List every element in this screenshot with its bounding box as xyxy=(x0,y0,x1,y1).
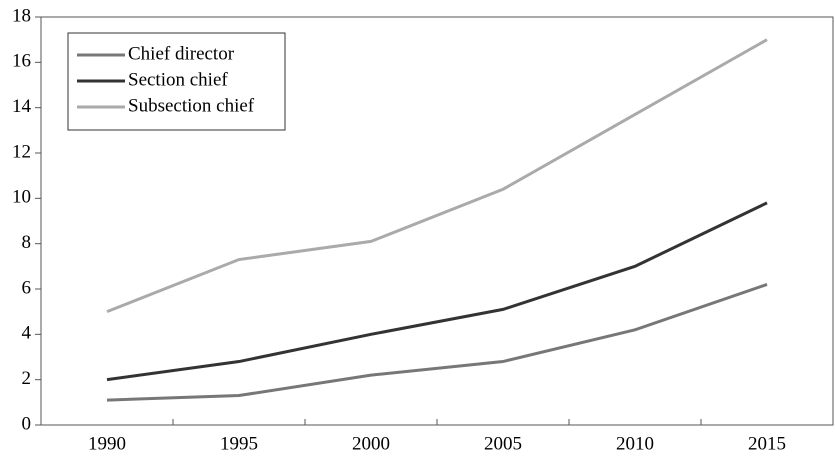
y-tick-label: 16 xyxy=(12,51,31,72)
legend-label: Chief director xyxy=(128,43,235,64)
x-tick-label: 2005 xyxy=(484,433,522,454)
legend-label: Section chief xyxy=(128,69,228,90)
x-tick-label: 2000 xyxy=(352,433,390,454)
x-tick-label: 2015 xyxy=(748,433,786,454)
series-line xyxy=(106,283,768,402)
y-tick-label: 10 xyxy=(12,187,31,208)
x-tick-label: 1995 xyxy=(220,433,258,454)
y-tick-label: 18 xyxy=(12,5,31,26)
series-line xyxy=(106,201,768,382)
y-tick-label: 8 xyxy=(22,232,32,253)
y-tick-label: 2 xyxy=(22,368,32,389)
y-tick-label: 0 xyxy=(22,413,32,434)
y-tick-label: 12 xyxy=(12,141,31,162)
y-tick-label: 14 xyxy=(12,96,32,117)
x-tick-label: 1990 xyxy=(88,433,126,454)
y-tick-label: 4 xyxy=(22,323,32,344)
legend-label: Subsection chief xyxy=(128,95,255,116)
x-tick-label: 2010 xyxy=(616,433,654,454)
y-tick-label: 6 xyxy=(22,277,32,298)
series-line xyxy=(106,38,768,314)
